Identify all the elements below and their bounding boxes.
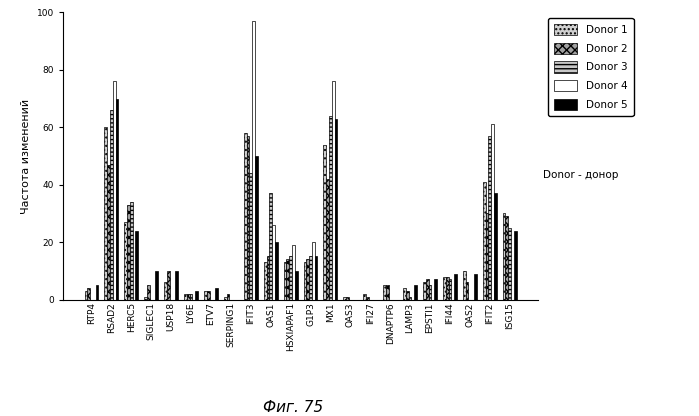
Bar xyxy=(244,133,247,300)
Bar xyxy=(474,274,477,300)
Bar xyxy=(104,127,107,300)
Bar xyxy=(85,291,87,300)
Bar xyxy=(466,282,468,300)
Bar xyxy=(483,182,486,300)
Bar xyxy=(312,242,315,300)
Bar xyxy=(264,262,266,300)
Bar xyxy=(406,291,409,300)
Bar xyxy=(324,144,326,300)
Bar xyxy=(486,213,489,300)
Bar xyxy=(189,294,192,300)
Bar xyxy=(503,213,505,300)
Bar xyxy=(415,285,417,300)
Bar xyxy=(164,282,167,300)
Bar xyxy=(284,262,287,300)
Bar xyxy=(303,262,306,300)
Bar xyxy=(443,277,446,300)
Bar xyxy=(113,82,115,300)
Bar xyxy=(250,173,252,300)
Bar xyxy=(147,285,150,300)
Bar xyxy=(329,116,332,300)
Bar xyxy=(292,245,295,300)
Bar xyxy=(266,256,269,300)
Bar xyxy=(332,82,335,300)
Bar xyxy=(155,271,158,300)
Bar xyxy=(306,259,309,300)
Bar xyxy=(215,288,218,300)
Bar xyxy=(207,291,210,300)
Bar xyxy=(446,277,449,300)
Bar xyxy=(505,216,508,300)
Bar xyxy=(255,156,258,300)
Bar xyxy=(449,280,452,300)
Bar xyxy=(107,165,110,300)
Y-axis label: Частота изменений: Частота изменений xyxy=(21,99,31,213)
Bar xyxy=(426,280,428,300)
Bar xyxy=(110,110,113,300)
Bar xyxy=(226,294,229,300)
Bar xyxy=(463,271,466,300)
Bar xyxy=(315,256,317,300)
Bar xyxy=(335,119,338,300)
Bar xyxy=(136,230,138,300)
Bar xyxy=(187,294,189,300)
Bar xyxy=(96,285,99,300)
Bar xyxy=(87,288,90,300)
Bar xyxy=(383,285,386,300)
Bar xyxy=(127,205,130,300)
Bar xyxy=(175,271,178,300)
Bar xyxy=(346,297,349,300)
Bar xyxy=(366,297,369,300)
Text: Donor - донор: Donor - донор xyxy=(543,171,619,181)
Bar xyxy=(508,228,511,300)
Bar xyxy=(144,297,147,300)
Bar xyxy=(252,21,255,300)
Bar xyxy=(326,179,329,300)
Text: Фиг. 75: Фиг. 75 xyxy=(264,400,324,415)
Bar xyxy=(295,271,298,300)
Bar xyxy=(489,136,491,300)
Bar xyxy=(115,99,118,300)
Bar xyxy=(423,282,426,300)
Bar xyxy=(428,285,431,300)
Bar xyxy=(195,291,198,300)
Bar xyxy=(130,202,133,300)
Bar xyxy=(247,136,250,300)
Bar xyxy=(491,124,494,300)
Bar xyxy=(434,280,437,300)
Bar xyxy=(275,242,278,300)
Bar xyxy=(204,291,207,300)
Bar xyxy=(494,193,497,300)
Bar xyxy=(454,274,457,300)
Bar xyxy=(363,294,366,300)
Bar xyxy=(167,271,170,300)
Bar xyxy=(184,294,187,300)
Bar xyxy=(409,297,412,300)
Legend: Donor 1, Donor 2, Donor 3, Donor 4, Donor 5: Donor 1, Donor 2, Donor 3, Donor 4, Dono… xyxy=(548,18,633,116)
Bar xyxy=(403,288,406,300)
Bar xyxy=(272,225,275,300)
Bar xyxy=(514,230,517,300)
Bar xyxy=(224,297,226,300)
Bar xyxy=(343,297,346,300)
Bar xyxy=(289,256,292,300)
Bar xyxy=(269,193,272,300)
Bar xyxy=(386,285,389,300)
Bar xyxy=(124,222,127,300)
Bar xyxy=(309,256,312,300)
Bar xyxy=(287,259,289,300)
